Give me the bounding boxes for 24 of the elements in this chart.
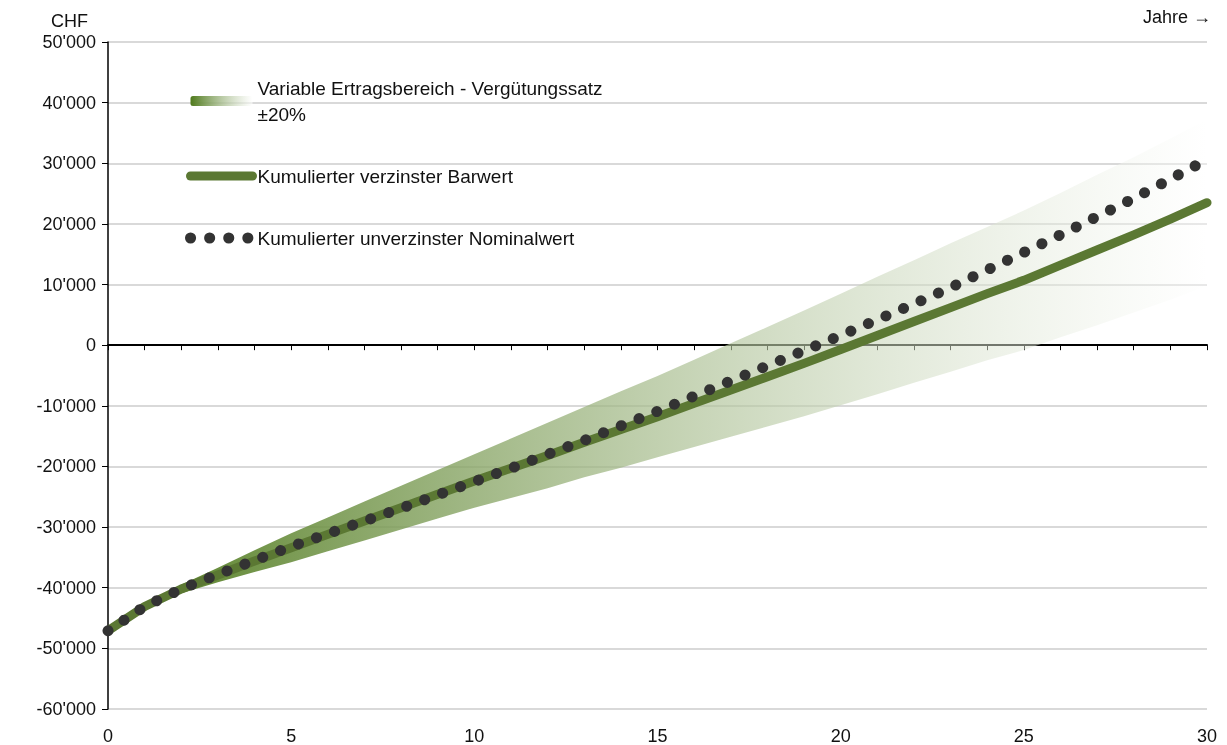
- x-tick-label: 5: [286, 726, 297, 745]
- y-tick-label: 30'000: [42, 153, 96, 174]
- x-tick-label: 30: [1196, 726, 1218, 745]
- x-tick-label: 25: [1013, 726, 1034, 745]
- y-tick-label: -10'000: [36, 395, 96, 416]
- y-tick-label: 10'000: [42, 274, 96, 295]
- y-tick-label: -50'000: [36, 638, 96, 659]
- x-tick-label: 15: [647, 726, 668, 745]
- y-tick-label: -60'000: [36, 699, 96, 719]
- legend-label: Variable Ertragsbereich - Vergütungssatz ±20%: [257, 77, 608, 125]
- y-tick-label: -30'000: [36, 517, 96, 538]
- x-tick-label: 0: [102, 726, 114, 745]
- legend-label: Kumulierter verzinster Barwert: [257, 165, 514, 187]
- x-axis-title: Jahre →: [1142, 7, 1211, 27]
- y-tick-label: 0: [85, 335, 96, 356]
- legend-label: Kumulierter unverzinster Nominalwert: [257, 227, 575, 249]
- y-axis-title: CHF: [51, 11, 88, 31]
- x-tick-label: 20: [830, 726, 851, 745]
- y-tick-label: 20'000: [42, 213, 96, 234]
- y-tick-label: -20'000: [36, 456, 96, 477]
- y-tick-label: -40'000: [36, 577, 96, 598]
- x-tick-label: 10: [464, 726, 485, 745]
- y-tick-label: 50'000: [42, 32, 96, 52]
- y-tick-label: 40'000: [42, 92, 96, 113]
